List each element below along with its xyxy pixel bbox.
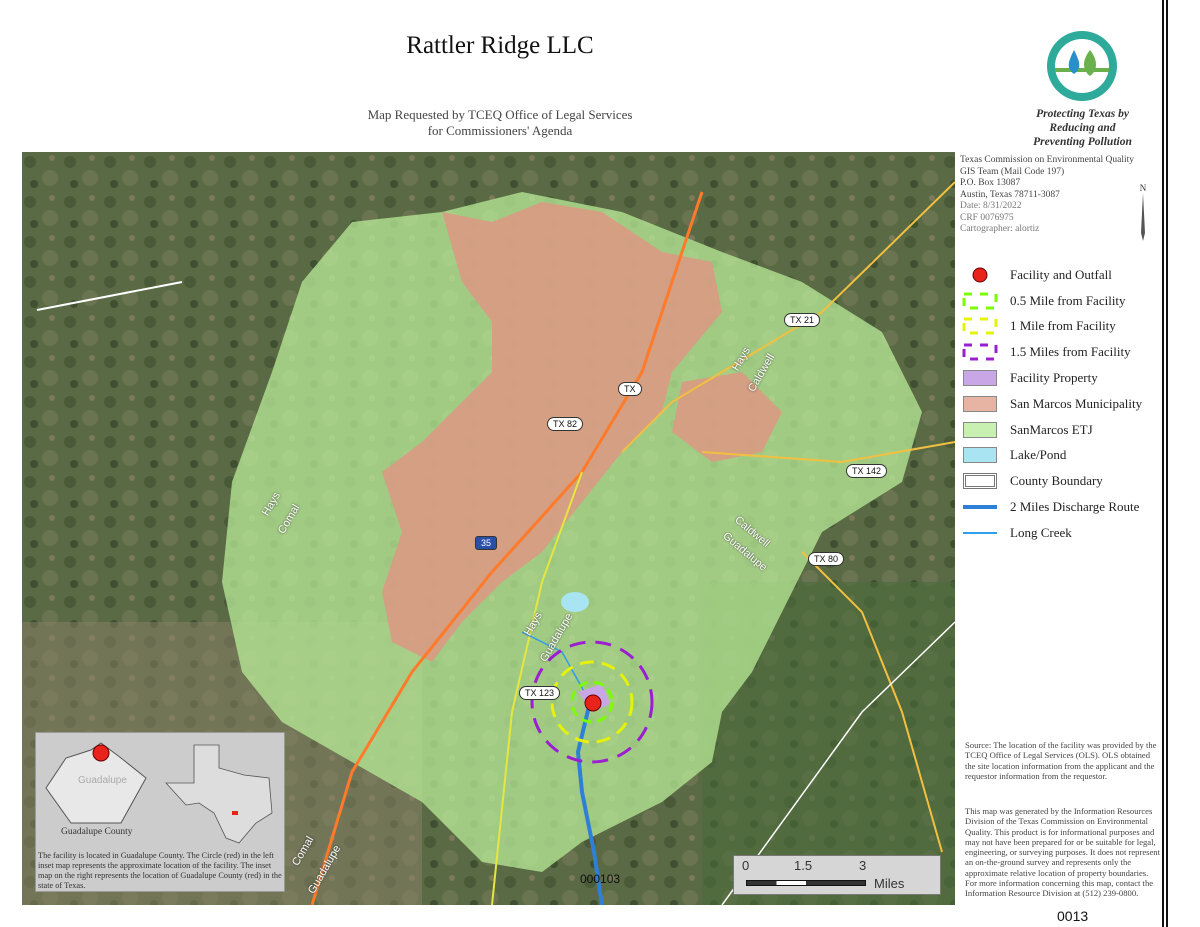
guadalupe-county-inset <box>45 742 147 824</box>
road-label: TX 142 <box>846 464 888 478</box>
scale-bar: 0 1.5 3 Miles <box>733 855 941 895</box>
legend-item: Long Creek <box>962 520 1142 546</box>
legend-label: 1 Mile from Facility <box>1010 318 1116 334</box>
san-marcos-municipality <box>382 202 722 662</box>
buffer-0.5-mile <box>570 680 614 724</box>
legend-item: San Marcos Municipality <box>962 391 1142 417</box>
legend-item: 1 Mile from Facility <box>962 314 1142 340</box>
legend-item: 0.5 Mile from Facility <box>962 288 1142 314</box>
discharge-route <box>575 701 604 905</box>
inset-caption: Guadalupe County <box>61 827 133 837</box>
info-line: GIS Team (Mail Code 197) <box>960 166 1065 177</box>
map-title: Rattler Ridge LLC <box>406 32 594 59</box>
fill-icon <box>962 395 998 413</box>
inset-description: The facility is located in Guadalupe Cou… <box>38 851 282 890</box>
legend-label: Facility Property <box>1010 370 1098 386</box>
legend-item: Facility and Outfall <box>962 262 1142 288</box>
legend-item: 1.5 Miles from Facility <box>962 339 1142 365</box>
map-subtitle: Map Requested by TCEQ Office of Legal Se… <box>330 107 670 139</box>
tx-road <box>621 181 955 453</box>
info-line: Cartographer: alortiz <box>960 224 1040 234</box>
scale-graphic <box>746 880 866 886</box>
county-line-icon <box>962 472 998 490</box>
legend-label: San Marcos Municipality <box>1010 395 1143 411</box>
road-label: TX 123 <box>519 686 561 700</box>
info-line: P.O. Box 13087 <box>960 178 1021 188</box>
motto-line: Reducing and <box>1049 122 1116 134</box>
facility-outfall-marker <box>584 694 602 712</box>
legend-label: Lake/Pond <box>1010 447 1067 463</box>
legend-item: SanMarcos ETJ <box>962 417 1142 443</box>
page-code: 000103 <box>580 872 621 886</box>
page-code: 0013 <box>1057 908 1089 924</box>
tx-road <box>801 551 943 853</box>
motto-line: Protecting Texas by <box>1036 108 1129 120</box>
info-line: Austin, Texas 78711-3087 <box>960 189 1060 200</box>
legend-label: County Boundary <box>1010 473 1103 489</box>
road-label: TX 80 <box>808 552 845 566</box>
thick-line-icon <box>962 498 998 516</box>
scale-unit: Miles <box>874 876 905 891</box>
tx-road <box>701 441 955 464</box>
lake <box>561 592 589 612</box>
disclaimer: This map was generated by the Informatio… <box>965 806 1160 899</box>
buffer-1-mile <box>550 660 634 744</box>
fill-icon <box>962 369 998 387</box>
thin-line-icon <box>962 524 998 542</box>
legend-label: 1.5 Miles from Facility <box>1010 344 1131 360</box>
motto: Protecting Texas by Reducing and Prevent… <box>1010 107 1155 149</box>
info-line: Texas Commission on Environmental Qualit… <box>960 155 1135 165</box>
legend-label: Long Creek <box>1010 524 1072 540</box>
info-line: Date: 8/31/2022 <box>960 201 1022 211</box>
dashed-square-icon <box>962 292 998 310</box>
info-line: CRF 0076975 <box>960 212 1014 223</box>
fill-icon <box>962 446 998 464</box>
north-label: N <box>1139 183 1147 193</box>
tx-123 <box>491 471 583 905</box>
source-note: Source: The location of the facility was… <box>965 740 1157 781</box>
road-label: TX 21 <box>784 313 821 327</box>
rail-line <box>721 621 955 905</box>
interstate-35 <box>310 191 704 905</box>
legend-label: SanMarcos ETJ <box>1010 421 1093 437</box>
legend-item: Facility Property <box>962 365 1142 391</box>
north-arrow: N <box>1136 183 1150 243</box>
scale-tick: 0 <box>742 858 750 873</box>
san-marcos-municipality-east <box>672 372 782 462</box>
interstate-shield: 35 <box>475 536 498 550</box>
page-frame <box>1162 0 1168 927</box>
county-boundary <box>36 281 183 311</box>
road-label: TX <box>618 382 642 396</box>
dashed-square-icon <box>962 343 998 361</box>
red-dot-icon <box>962 266 998 284</box>
road-label: TX 82 <box>547 417 584 431</box>
legend-label: 0.5 Mile from Facility <box>1010 292 1126 308</box>
dashed-square-icon <box>962 317 998 335</box>
legend-item: 2 Miles Discharge Route <box>962 494 1142 520</box>
motto-line: Preventing Pollution <box>1033 136 1132 148</box>
buffer-1.5-mile <box>530 640 654 764</box>
inset-maps: Guadalupe Guadalupe County The facility … <box>35 732 285 892</box>
tceq-logo <box>1047 31 1117 101</box>
legend-item: County Boundary <box>962 468 1142 494</box>
north-arrow-icon <box>1141 193 1145 241</box>
legend-label: 2 Miles Discharge Route <box>1010 499 1140 515</box>
scale-tick: 1.5 <box>794 858 813 873</box>
etj-area <box>222 192 922 872</box>
texas-inset <box>165 744 273 844</box>
subtitle-line: for Commissioners' Agenda <box>427 123 573 138</box>
legend-label: Facility and Outfall <box>1010 266 1112 282</box>
subtitle-line: Map Requested by TCEQ Office of Legal Se… <box>367 107 633 122</box>
legend-item: Lake/Pond <box>962 443 1142 469</box>
scale-tick: 3 <box>859 858 867 873</box>
county-label: Guadalupe <box>78 775 127 786</box>
legend: Facility and Outfall 0.5 Mile from Facili… <box>962 262 1142 546</box>
tceq-info: Texas Commission on Environmental Qualit… <box>960 155 1134 236</box>
fill-icon <box>962 421 998 439</box>
